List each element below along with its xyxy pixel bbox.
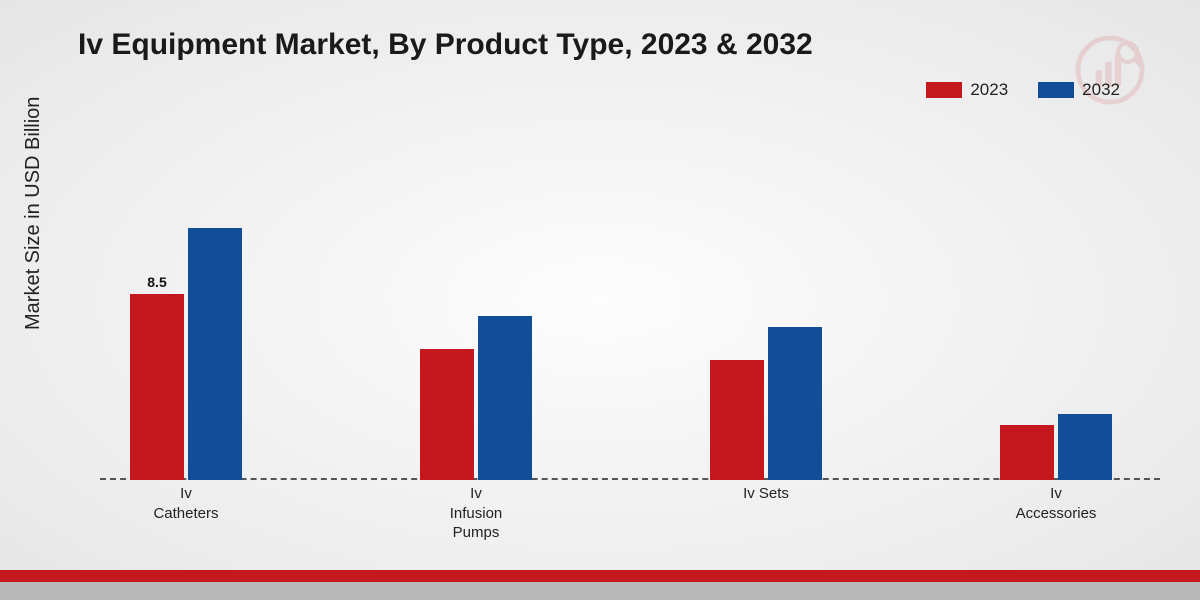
legend-item-2032: 2032 bbox=[1038, 80, 1120, 100]
chart-plot-area: 8.5Iv CathetersIv Infusion PumpsIv SetsI… bbox=[100, 130, 1160, 480]
bar-group bbox=[1000, 414, 1112, 480]
legend-label-2023: 2023 bbox=[970, 80, 1008, 100]
legend: 2023 2032 bbox=[926, 80, 1120, 100]
legend-label-2032: 2032 bbox=[1082, 80, 1120, 100]
chart-title: Iv Equipment Market, By Product Type, 20… bbox=[78, 28, 813, 62]
bar-2023: 8.5 bbox=[130, 294, 184, 480]
bar-2023 bbox=[710, 360, 764, 480]
category-label: Iv Accessories bbox=[1000, 484, 1112, 523]
bar-2023 bbox=[1000, 425, 1054, 480]
bar-group: 8.5 bbox=[130, 228, 242, 480]
category-label: Iv Sets bbox=[710, 484, 822, 504]
bar-2032 bbox=[478, 316, 532, 480]
bar-2023 bbox=[420, 349, 474, 480]
y-axis-label: Market Size in USD Billion bbox=[22, 97, 45, 330]
bar-2032 bbox=[1058, 414, 1112, 480]
legend-swatch-2032 bbox=[1038, 82, 1074, 98]
bar-value-label: 8.5 bbox=[130, 274, 184, 290]
footer-red-bar bbox=[0, 570, 1200, 582]
category-label: Iv Catheters bbox=[130, 484, 242, 523]
bar-group bbox=[420, 316, 532, 480]
category-label: Iv Infusion Pumps bbox=[420, 484, 532, 543]
footer-gray-bar bbox=[0, 582, 1200, 600]
bar-2032 bbox=[188, 228, 242, 480]
bar-2032 bbox=[768, 327, 822, 480]
bar-group bbox=[710, 327, 822, 480]
legend-swatch-2023 bbox=[926, 82, 962, 98]
legend-item-2023: 2023 bbox=[926, 80, 1008, 100]
